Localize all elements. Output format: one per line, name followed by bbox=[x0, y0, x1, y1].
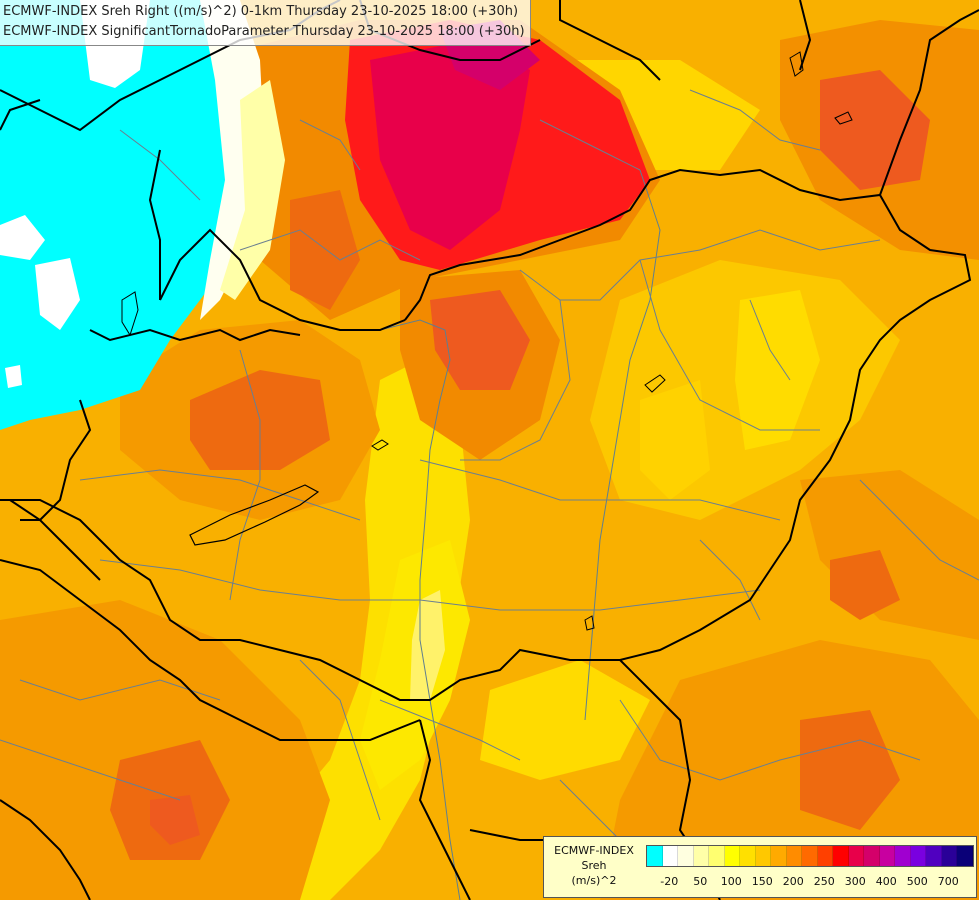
legend-tick: 150 bbox=[751, 875, 773, 888]
legend-swatch bbox=[724, 846, 740, 866]
legend-tick: 700 bbox=[937, 875, 959, 888]
legend-swatch bbox=[879, 846, 895, 866]
field-deep-e bbox=[830, 550, 900, 620]
map-title-box: ECMWF-INDEX Sreh Right ((m/s)^2) 0-1km T… bbox=[0, 0, 531, 46]
field-deep-north-w bbox=[290, 190, 360, 310]
river-danube bbox=[379, 319, 461, 900]
legend-tick: 200 bbox=[782, 875, 804, 888]
lake-south bbox=[584, 615, 595, 631]
legend-swatch bbox=[647, 846, 663, 866]
lake-east bbox=[644, 374, 666, 393]
legend-swatch bbox=[817, 846, 833, 866]
field-white-island3 bbox=[5, 365, 22, 388]
field-deep-sw2 bbox=[150, 795, 200, 845]
legend-swatch bbox=[833, 846, 849, 866]
legend-swatch bbox=[755, 846, 771, 866]
legend-swatch bbox=[678, 846, 694, 866]
legend-parameter: Sreh bbox=[581, 859, 607, 872]
map-title-line2: ECMWF-INDEX SignificantTornadoParameter … bbox=[3, 24, 525, 39]
legend-swatch bbox=[693, 846, 709, 866]
field-yellow-east2 bbox=[735, 290, 820, 450]
lake-balaton bbox=[189, 484, 320, 546]
river-tisza bbox=[584, 169, 661, 721]
legend-tick: 500 bbox=[906, 875, 928, 888]
lake-north bbox=[789, 51, 804, 77]
field-deep-mid bbox=[430, 290, 530, 390]
legend-swatch bbox=[957, 846, 973, 866]
lake-neusiedl bbox=[121, 291, 139, 337]
field-orange-se bbox=[600, 640, 979, 900]
field-deep-ne bbox=[820, 70, 930, 190]
legend-swatch bbox=[926, 846, 942, 866]
field-orange-e4 bbox=[800, 470, 979, 640]
legend-tick: 250 bbox=[813, 875, 835, 888]
legend-swatch bbox=[740, 846, 756, 866]
legend-swatch bbox=[895, 846, 911, 866]
field-yellow-south2 bbox=[410, 590, 445, 700]
field-white-island2 bbox=[35, 258, 80, 330]
field-deep-se bbox=[800, 710, 900, 830]
legend-model: ECMWF-INDEX bbox=[554, 844, 634, 857]
legend-swatch bbox=[941, 846, 957, 866]
legend-color-bar bbox=[646, 845, 974, 867]
legend-tick: 400 bbox=[875, 875, 897, 888]
legend-unit: (m/s)^2 bbox=[571, 874, 617, 887]
legend-tick: 50 bbox=[693, 875, 708, 888]
map-title-line1: ECMWF-INDEX Sreh Right ((m/s)^2) 0-1km T… bbox=[3, 4, 519, 19]
legend-tick: 300 bbox=[844, 875, 866, 888]
field-crimson-north bbox=[370, 40, 530, 250]
legend-swatch bbox=[771, 846, 787, 866]
color-legend: ECMWF-INDEX Sreh (m/s)^2 -20 50 100 150 200 2… bbox=[543, 836, 977, 898]
lake-small bbox=[371, 439, 389, 451]
field-yellow-central bbox=[250, 360, 470, 900]
legend-tick: 100 bbox=[720, 875, 742, 888]
legend-tick: -20 bbox=[660, 875, 679, 888]
legend-swatch bbox=[864, 846, 880, 866]
legend-swatch bbox=[786, 846, 802, 866]
legend-swatch bbox=[802, 846, 818, 866]
legend-swatch bbox=[910, 846, 926, 866]
lake-ne bbox=[834, 111, 853, 125]
legend-title: ECMWF-INDEX Sreh (m/s)^2 bbox=[548, 843, 640, 888]
legend-swatch bbox=[709, 846, 725, 866]
field-pale-coast bbox=[220, 80, 285, 300]
legend-swatch bbox=[848, 846, 864, 866]
field-yellow-e3 bbox=[640, 380, 710, 500]
legend-tick-labels: -20 50 100 150 200 250 300 400 500 700 bbox=[646, 875, 976, 891]
field-yellow-se bbox=[480, 660, 650, 780]
legend-swatch bbox=[662, 846, 678, 866]
field-white-island1 bbox=[0, 215, 45, 260]
